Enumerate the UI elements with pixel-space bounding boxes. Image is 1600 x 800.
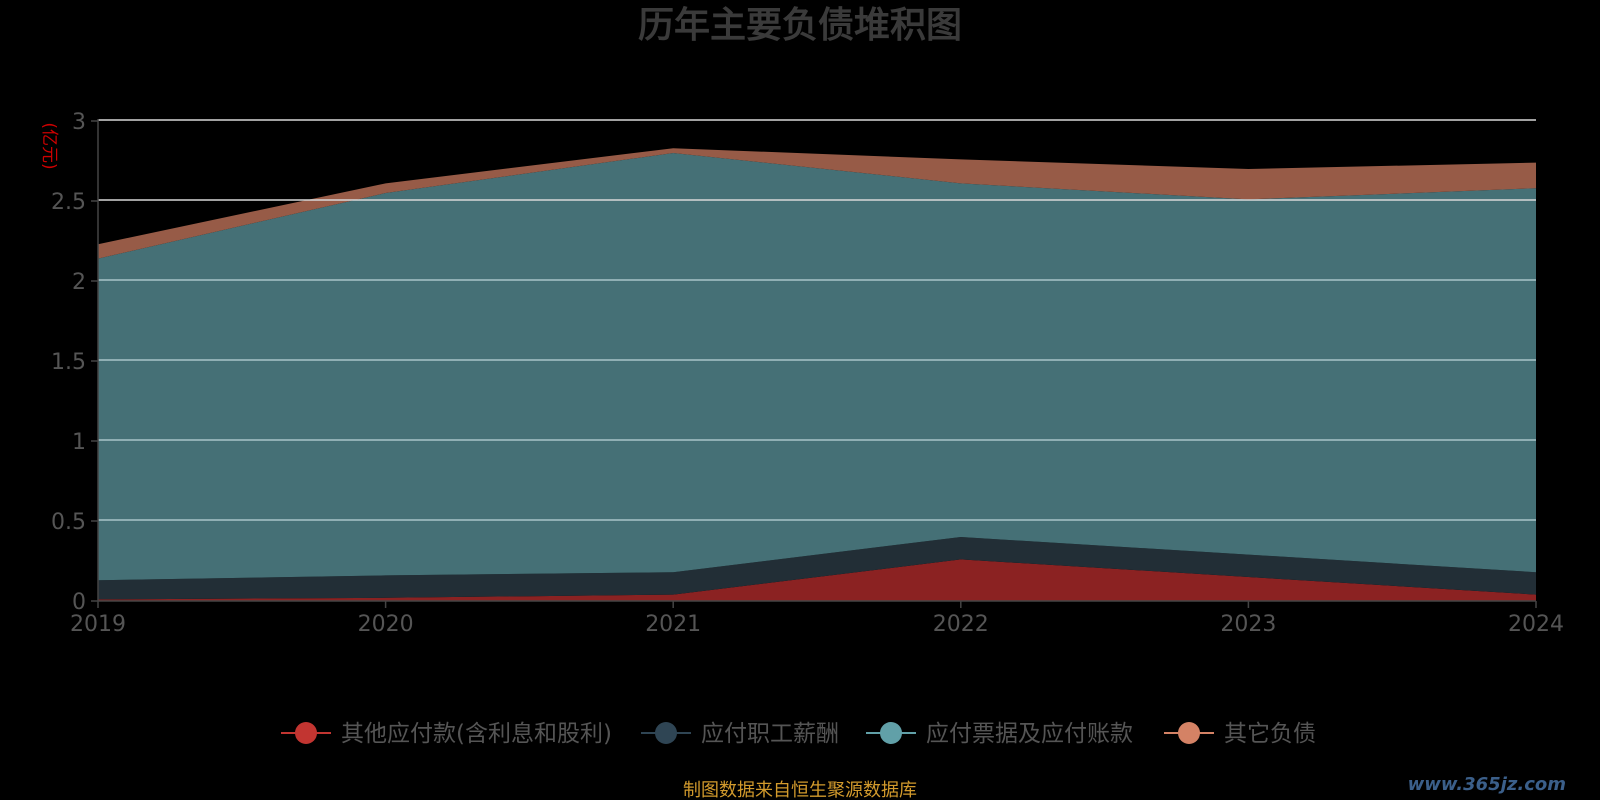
legend-label-3: 其它负债 xyxy=(1224,721,1316,747)
axes: 0 0.5 1 1.5 2 2.5 3 2019 2020 2021 2022 2023 2024 xyxy=(51,110,1564,637)
gridlines xyxy=(98,119,1536,521)
y-tick-label-0: 0 xyxy=(72,590,86,615)
chart-title: 历年主要负债堆积图 xyxy=(638,5,962,46)
x-tick-label-1: 2020 xyxy=(358,612,414,637)
x-tick-label-4: 2023 xyxy=(1220,612,1276,637)
x-tick-label-2: 2021 xyxy=(645,612,701,637)
y-tick-label-6: 3 xyxy=(72,110,86,135)
legend-marker-0 xyxy=(295,722,317,744)
data-source-note: 制图数据来自恒生聚源数据库 xyxy=(683,780,917,800)
legend[interactable]: 其他应付款(含利息和股利) 应付职工薪酬 应付票据及应付账款 其它负债 xyxy=(281,721,1316,747)
area-series-2 xyxy=(98,153,1536,581)
area-series-group xyxy=(98,148,1536,601)
y-tick-label-3: 1.5 xyxy=(51,350,86,375)
area-series-3 xyxy=(98,148,1536,259)
y-tick-label-4: 2 xyxy=(72,270,86,295)
legend-item-3[interactable]: 其它负债 xyxy=(1164,721,1316,747)
area-series-1 xyxy=(98,537,1536,600)
y-tick-label-5: 2.5 xyxy=(51,190,86,215)
area-series-0 xyxy=(98,559,1536,601)
legend-item-0[interactable]: 其他应付款(含利息和股利) xyxy=(281,721,612,747)
watermark: www.365jz.com xyxy=(1408,774,1566,795)
legend-marker-3 xyxy=(1178,722,1200,744)
legend-label-1: 应付职工薪酬 xyxy=(701,721,839,747)
x-tick-label-0: 2019 xyxy=(70,612,126,637)
y-tick-label-2: 1 xyxy=(72,430,86,455)
y-axis-unit-label: (亿元) xyxy=(39,122,59,169)
legend-marker-2 xyxy=(880,722,902,744)
legend-label-2: 应付票据及应付账款 xyxy=(926,721,1133,747)
legend-marker-1 xyxy=(655,722,677,744)
legend-item-1[interactable]: 应付职工薪酬 xyxy=(641,721,839,747)
y-tick-label-1: 0.5 xyxy=(51,510,86,535)
legend-label-0: 其他应付款(含利息和股利) xyxy=(341,721,612,747)
x-tick-label-5: 2024 xyxy=(1508,612,1564,637)
x-tick-label-3: 2022 xyxy=(933,612,989,637)
legend-item-2[interactable]: 应付票据及应付账款 xyxy=(866,721,1133,747)
